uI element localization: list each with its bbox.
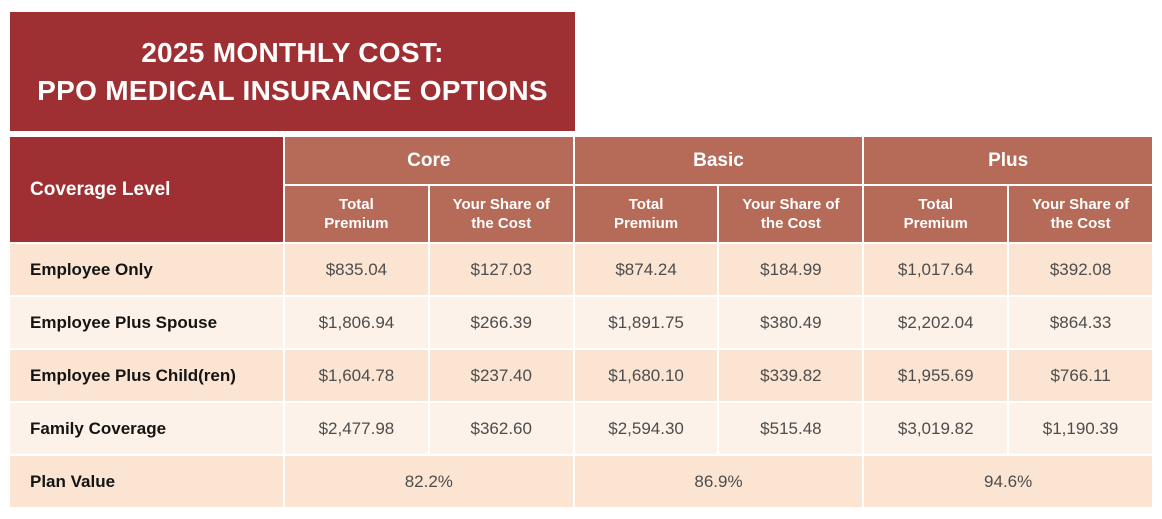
group-header-core: Core [285, 137, 573, 184]
cell-employee-plus-children-basic-total: $1,680.10 [574, 350, 718, 401]
cell-employee-plus-spouse-core-total: $1,806.94 [285, 297, 428, 348]
cell-employee-plus-children-core-total: $1,604.78 [285, 350, 428, 401]
cell-employee-only-core-total: $835.04 [285, 244, 428, 295]
cell-employee-plus-children-basic-share: $339.82 [719, 350, 863, 401]
subheader-label: Your Share of the Cost [742, 196, 840, 232]
group-header-plus: Plus [864, 137, 1152, 184]
subheader-plus-total-premium: Total Premium [864, 186, 1008, 242]
cell-family-coverage-basic-share: $515.48 [719, 403, 863, 454]
subheader-core-total-premium: Total Premium [285, 186, 428, 242]
subheader-core-your-share: Your Share of the Cost [429, 186, 573, 242]
cell-employee-plus-spouse-core-share: $266.39 [429, 297, 573, 348]
cell-employee-only-plus-share: $392.08 [1009, 244, 1152, 295]
subheader-label: Total Premium [324, 196, 389, 232]
subheader-plus-your-share: Your Share of the Cost [1009, 186, 1152, 242]
row-label-family-coverage: Family Coverage [10, 403, 283, 454]
cell-employee-plus-spouse-basic-total: $1,891.75 [574, 297, 718, 348]
cell-family-coverage-core-total: $2,477.98 [285, 403, 428, 454]
subheader-basic-total-premium: Total Premium [574, 186, 718, 242]
cell-employee-only-basic-total: $874.24 [574, 244, 718, 295]
cell-employee-plus-children-plus-share: $766.11 [1009, 350, 1152, 401]
cell-family-coverage-basic-total: $2,594.30 [574, 403, 718, 454]
cell-employee-plus-children-core-share: $237.40 [429, 350, 573, 401]
row-label-employee-plus-children: Employee Plus Child(ren) [10, 350, 283, 401]
coverage-level-header: Coverage Level [10, 137, 283, 242]
cell-employee-plus-children-plus-total: $1,955.69 [864, 350, 1008, 401]
cell-family-coverage-plus-total: $3,019.82 [864, 403, 1008, 454]
cell-employee-plus-spouse-plus-total: $2,202.04 [864, 297, 1008, 348]
subheader-label: Your Share of the Cost [1031, 196, 1130, 232]
cell-plan-value-plus: 94.6% [864, 456, 1152, 507]
cell-employee-plus-spouse-plus-share: $864.33 [1009, 297, 1152, 348]
cell-employee-only-basic-share: $184.99 [719, 244, 863, 295]
page-title-line-1: 2025 MONTHLY COST: [141, 36, 444, 68]
title-banner: 2025 MONTHLY COST: PPO MEDICAL INSURANCE… [10, 12, 575, 131]
row-label-employee-plus-spouse: Employee Plus Spouse [10, 297, 283, 348]
cell-employee-only-core-share: $127.03 [429, 244, 573, 295]
subheader-label: Total Premium [613, 196, 679, 232]
cell-plan-value-basic: 86.9% [574, 456, 863, 507]
cell-employee-only-plus-total: $1,017.64 [864, 244, 1008, 295]
cell-plan-value-core: 82.2% [285, 456, 573, 507]
subheader-basic-your-share: Your Share of the Cost [719, 186, 863, 242]
cell-employee-plus-spouse-basic-share: $380.49 [719, 297, 863, 348]
cell-family-coverage-core-share: $362.60 [429, 403, 573, 454]
subheader-label: Total Premium [903, 196, 968, 232]
cell-family-coverage-plus-share: $1,190.39 [1009, 403, 1152, 454]
subheader-label: Your Share of the Cost [452, 196, 550, 232]
ppo-cost-table: Coverage Level Core Basic Plus Total Pre… [10, 137, 1152, 507]
group-header-basic: Basic [574, 137, 863, 184]
row-label-employee-only: Employee Only [10, 244, 283, 295]
row-label-plan-value: Plan Value [10, 456, 283, 507]
page-title-line-2: PPO MEDICAL INSURANCE OPTIONS [37, 74, 548, 106]
